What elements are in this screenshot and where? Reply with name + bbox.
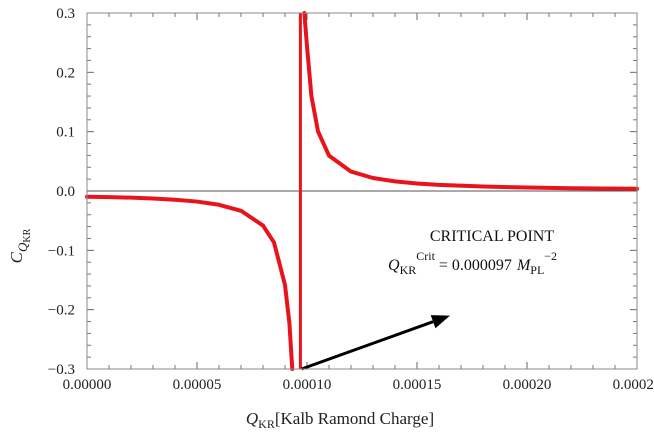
axis-ticks: 0.00000 0.00005 0.00010 0.00015 0.00020 0.000… [48,6,654,393]
annotation-group [300,315,450,371]
y-tick-label: 0.2 [56,65,75,81]
arrow-shaft [300,320,434,371]
x-tick-label: 0.00005 [173,377,222,393]
x-tick-label: 0.00025 [613,377,654,393]
series-group [85,11,639,371]
series-line-left-branch [85,194,295,371]
x-axis-label: QKR[Kalb Ramond Charge] [246,409,434,431]
x-tick-label: 0.00020 [503,377,552,393]
series-line-right-branch [302,11,639,191]
plot-frame [86,12,638,370]
arrow-head [430,315,450,329]
critical-point-title: CRITICAL POINT [430,228,555,245]
y-tick-label: −0.3 [48,362,75,378]
x-tick-label: 0.00010 [283,377,332,393]
y-tick-label: 0.3 [56,6,75,22]
y-tick-label: −0.1 [48,243,75,259]
y-tick-label: −0.2 [48,303,75,319]
x-tick-label: 0.00000 [63,377,112,393]
critical-point-equation: QKRCrit= 0.000097 MPL−2 [388,249,557,277]
x-tick-label: 0.00015 [393,377,442,393]
y-tick-label: 0.1 [56,125,75,141]
y-axis-label: CQKR [7,228,33,263]
y-tick-label: 0.0 [56,184,75,200]
